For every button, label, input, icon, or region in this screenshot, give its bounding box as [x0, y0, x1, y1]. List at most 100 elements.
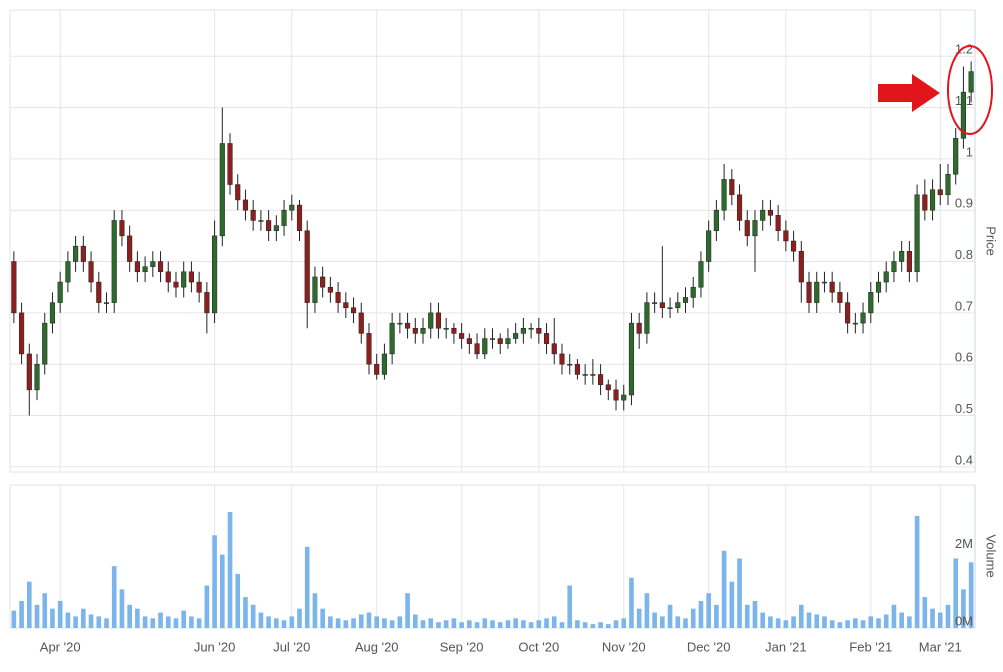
volume-bar [150, 618, 156, 628]
volume-bar [96, 616, 102, 628]
candle-body [111, 220, 117, 303]
volume-bar [744, 604, 750, 628]
volume-bar [274, 618, 279, 628]
volume-bar [266, 616, 271, 628]
volume-bar [42, 593, 48, 628]
candle-body [582, 374, 588, 376]
candle-body [65, 261, 71, 283]
volume-bar [791, 616, 796, 628]
candle-body [49, 302, 56, 324]
volume-bar [104, 618, 109, 628]
volume-bar [783, 620, 789, 628]
volume-bar [860, 620, 866, 628]
volume-bar [760, 612, 766, 628]
volume-bar [57, 600, 63, 628]
candle-body [242, 199, 249, 211]
volume-bar [937, 612, 943, 628]
volume-bar [281, 620, 287, 628]
volume-bar [420, 620, 426, 628]
candle-body [945, 174, 951, 196]
candle-body [80, 245, 86, 262]
candle-body [443, 328, 449, 330]
candle-body [451, 328, 457, 334]
candle-body [420, 328, 426, 334]
y-tick-label: 0M [955, 613, 973, 628]
volume-bar [629, 577, 634, 628]
price-panel [9, 9, 976, 473]
volume-bar [428, 618, 434, 628]
highlight-arrow [878, 74, 940, 112]
volume-panel [9, 484, 976, 629]
candle-body [891, 261, 897, 273]
volume-bar [930, 608, 935, 628]
candle-body [250, 209, 256, 221]
candle-body [551, 343, 557, 355]
candle-body [775, 215, 781, 231]
volume-bar [88, 614, 94, 628]
volume-bar [219, 554, 225, 628]
candle-body [258, 220, 264, 222]
y-tick-label: 0.7 [955, 298, 973, 313]
volume-bar [497, 622, 503, 628]
y-tick-label: 0.6 [955, 350, 973, 365]
volume-bar [737, 558, 742, 628]
x-tick-label: Feb '21 [849, 639, 892, 654]
candle-body [34, 363, 40, 391]
candle-body [412, 328, 418, 334]
candle-body [459, 333, 465, 339]
candle-body [652, 302, 658, 304]
volume-bar [181, 610, 187, 628]
candle-body [937, 189, 943, 196]
candle-body [744, 220, 750, 237]
volume-bar [412, 614, 418, 628]
volume-bar [798, 604, 804, 628]
volume-bar [366, 612, 372, 628]
volume-bar [320, 608, 325, 628]
x-tick-label: Mar '21 [919, 639, 962, 654]
candle-body [281, 209, 287, 226]
labels: Apr '20 Jun '20 Jul '20 Aug '20 Sep '20 Oct '… [40, 42, 973, 655]
volume-bar [528, 622, 534, 628]
volume-bar [173, 618, 179, 628]
volume-bar [304, 546, 310, 628]
volume-bar [845, 620, 850, 628]
candle-body [767, 209, 773, 216]
volume-bar [544, 618, 549, 628]
candle-body [88, 261, 94, 283]
candle-body [513, 333, 519, 339]
volume-bar [297, 608, 302, 628]
volume-bar [19, 600, 24, 628]
candle-body [536, 328, 542, 334]
candle-body [181, 271, 187, 288]
volume-bar [822, 616, 827, 628]
volume-bar [158, 612, 163, 628]
volume-bar [683, 618, 688, 628]
candle-body [335, 292, 341, 303]
volume-bar [814, 614, 820, 628]
candle-body [405, 322, 411, 329]
volume-bar [490, 620, 495, 628]
candle-body [760, 209, 766, 221]
volume-bar [258, 612, 264, 628]
volume-bar [621, 618, 627, 628]
candle-body [821, 281, 828, 284]
volume-bar [474, 622, 480, 628]
volume-bar [559, 622, 565, 628]
volume-bar [768, 616, 773, 628]
volume-bar [142, 616, 148, 628]
volume-bar [891, 604, 897, 628]
candle-body [497, 338, 503, 344]
candle-body [266, 220, 272, 231]
volume-bar [914, 515, 920, 628]
volume-bar [698, 600, 704, 628]
candle-body [520, 328, 526, 334]
candle-body [528, 328, 534, 330]
volume-bar [582, 622, 588, 628]
candle-body [397, 322, 403, 325]
candle-body [350, 307, 357, 314]
volume-bar [876, 618, 881, 628]
candle-body [883, 271, 889, 283]
volume-bar [953, 558, 959, 628]
candle-body [852, 322, 858, 325]
volume-bar [335, 618, 341, 628]
